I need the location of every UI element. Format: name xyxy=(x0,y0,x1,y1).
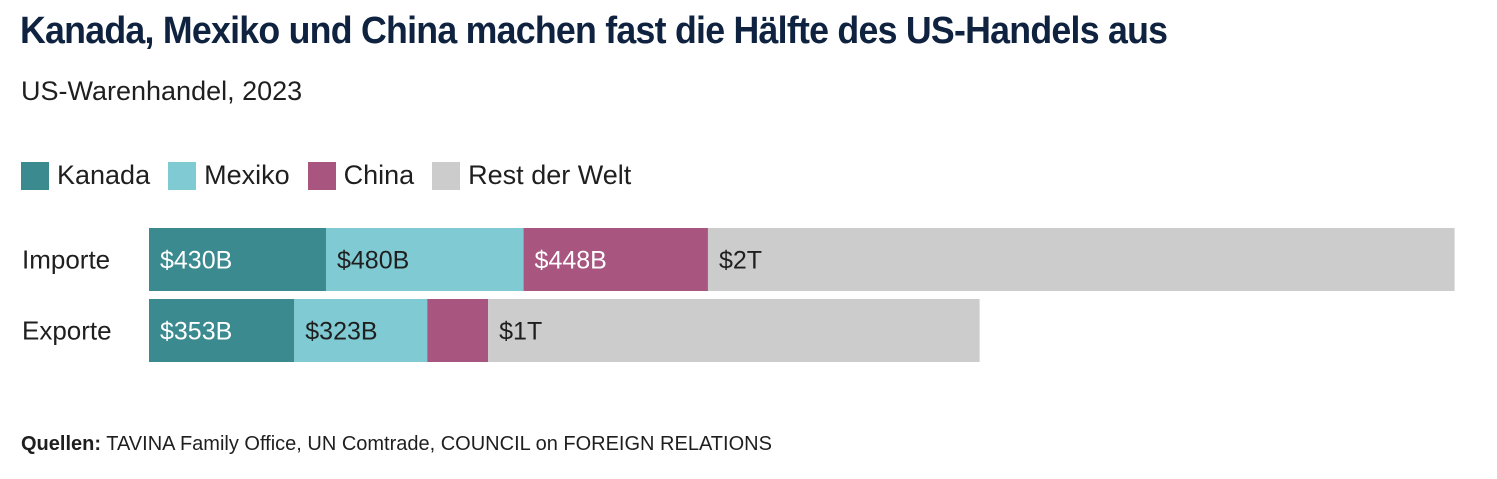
data-label-importe-mexiko: $480B xyxy=(337,247,409,275)
bar-exporte-mexiko xyxy=(294,299,428,362)
source-text: TAVINA Family Office, UN Comtrade, COUNC… xyxy=(106,433,772,455)
data-label-exporte-kanada: $353B xyxy=(160,318,232,346)
bar-exporte-rest-der-welt xyxy=(488,299,980,362)
legend-item-kanada: Kanada xyxy=(21,160,150,191)
chart-title: Kanada, Mexiko und China machen fast die… xyxy=(20,10,1168,52)
legend-label-rest-der-welt: Rest der Welt xyxy=(468,160,632,190)
data-label-importe-china: $448B xyxy=(535,247,607,275)
bar-exporte-kanada xyxy=(149,299,295,362)
bar-importe-kanada xyxy=(149,228,326,291)
legend-label-china: China xyxy=(343,160,415,190)
bar-importe-china xyxy=(523,228,708,291)
legend-item-china: China xyxy=(307,160,415,191)
source-note: Quellen: TAVINA Family Office, UN Comtra… xyxy=(21,433,772,456)
legend: Kanada Mexiko China Rest der Welt xyxy=(21,160,649,191)
category-label-exporte: Exporte xyxy=(22,316,112,346)
data-label-exporte-rest-der-welt: $1T xyxy=(499,318,542,346)
legend-swatch-china xyxy=(307,161,336,190)
data-label-importe-kanada: $430B xyxy=(160,247,232,275)
bar-importe-rest-der-welt xyxy=(707,228,1455,291)
legend-swatch-kanada xyxy=(21,161,49,190)
legend-label-kanada: Kanada xyxy=(57,160,151,190)
legend-swatch-mexiko xyxy=(168,161,197,190)
category-label-importe: Importe xyxy=(22,245,110,275)
bar-exporte-china xyxy=(427,299,489,362)
chart-subtitle: US-Warenhandel, 2023 xyxy=(21,76,303,106)
bar-importe-mexiko xyxy=(325,228,524,291)
data-label-exporte-mexiko: $323B xyxy=(305,318,377,346)
data-label-importe-rest-der-welt: $2T xyxy=(719,247,762,275)
legend-item-rest-der-welt: Rest der Welt xyxy=(432,160,631,191)
legend-label-mexiko: Mexiko xyxy=(204,160,290,190)
legend-swatch-rest-der-welt xyxy=(432,161,461,190)
source-label: Quellen: xyxy=(21,433,102,455)
legend-item-mexiko: Mexiko xyxy=(168,160,290,191)
